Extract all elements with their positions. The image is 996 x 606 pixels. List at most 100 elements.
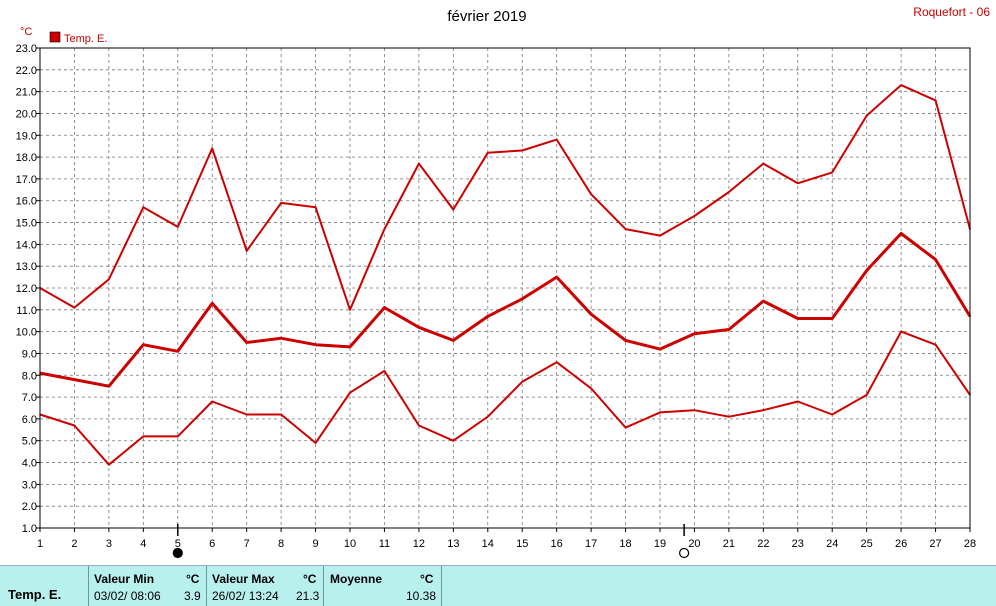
data-point bbox=[693, 215, 696, 217]
data-point bbox=[314, 442, 317, 444]
data-point bbox=[142, 435, 145, 438]
x-tick-label: 23 bbox=[792, 538, 804, 550]
data-point bbox=[693, 409, 696, 411]
series-line bbox=[39, 330, 971, 466]
y-tick-label: 3.0 bbox=[22, 479, 37, 491]
data-point bbox=[349, 346, 351, 348]
data-point bbox=[900, 84, 902, 86]
x-tick-label: 16 bbox=[551, 538, 563, 550]
min-title: Valeur Min bbox=[94, 572, 155, 586]
y-tick-label: 4.0 bbox=[22, 458, 37, 470]
data-point bbox=[486, 315, 489, 318]
x-tick-label: 4 bbox=[140, 538, 146, 550]
y-tick-label: 22.0 bbox=[16, 65, 37, 77]
data-point bbox=[590, 313, 592, 315]
data-point bbox=[486, 151, 489, 154]
data-point bbox=[383, 306, 386, 309]
data-point bbox=[659, 234, 661, 237]
x-tick-label: 26 bbox=[895, 538, 907, 550]
y-tick-label: 5.0 bbox=[22, 436, 37, 448]
data-point bbox=[762, 300, 765, 302]
data-point bbox=[728, 415, 730, 418]
data-point bbox=[73, 378, 76, 381]
series-line bbox=[39, 232, 972, 388]
max-unit: °C bbox=[303, 572, 317, 586]
station-name: Roquefort - 06 bbox=[913, 5, 990, 19]
min-unit: °C bbox=[186, 572, 200, 586]
data-point bbox=[693, 333, 696, 335]
data-point bbox=[521, 149, 524, 152]
data-point bbox=[900, 330, 902, 333]
data-point bbox=[831, 413, 834, 416]
legend-swatch bbox=[49, 31, 61, 43]
y-tick-label: 18.0 bbox=[16, 152, 37, 164]
temperature-chart: février 2019 Roquefort - 06 °C Temp. E. … bbox=[15, 5, 991, 559]
max-title: Valeur Max bbox=[212, 572, 275, 586]
data-point bbox=[418, 326, 420, 329]
data-point bbox=[349, 391, 351, 394]
data-point bbox=[796, 182, 799, 185]
min-value-cell: Valeur Min °C 03/02/ 08:06 3.9 bbox=[90, 566, 206, 606]
x-tick-label: 6 bbox=[209, 538, 215, 550]
y-tick-label: 2.0 bbox=[22, 501, 37, 513]
divider bbox=[206, 566, 207, 606]
data-point bbox=[865, 394, 868, 396]
data-point bbox=[555, 361, 558, 363]
data-point bbox=[280, 413, 282, 416]
data-point bbox=[73, 424, 76, 427]
y-tick-label: 13.0 bbox=[16, 261, 37, 273]
data-point bbox=[728, 191, 730, 193]
data-point bbox=[418, 424, 420, 427]
x-tick-label: 14 bbox=[482, 538, 494, 550]
new-moon-icon bbox=[172, 547, 183, 559]
data-point bbox=[142, 206, 145, 209]
data-point bbox=[659, 348, 661, 350]
data-point bbox=[280, 202, 282, 204]
x-tick-label: 17 bbox=[585, 538, 597, 550]
data-point bbox=[555, 138, 558, 141]
x-tick-label: 28 bbox=[964, 538, 976, 550]
y-tick-label: 6.0 bbox=[22, 414, 37, 426]
y-tick-label: 19.0 bbox=[16, 130, 37, 142]
data-point bbox=[521, 381, 524, 383]
x-tick-label: 18 bbox=[619, 538, 631, 550]
max-date: 26/02/ 13:24 bbox=[212, 589, 279, 603]
data-point bbox=[452, 439, 455, 442]
data-point bbox=[108, 385, 110, 387]
full-moon-icon bbox=[679, 547, 690, 559]
x-tick-label: 5 bbox=[175, 538, 181, 550]
data-point bbox=[831, 171, 834, 174]
avg-title: Moyenne bbox=[330, 572, 383, 586]
y-tick-label: 10.0 bbox=[16, 327, 37, 339]
y-tick-label: 1.0 bbox=[22, 523, 37, 535]
y-tick-label: 15.0 bbox=[16, 218, 37, 230]
y-tick-label: 14.0 bbox=[16, 239, 37, 251]
data-point bbox=[624, 339, 627, 342]
series-line bbox=[39, 84, 971, 311]
data-point bbox=[452, 208, 455, 211]
y-tick-label: 16.0 bbox=[16, 196, 37, 208]
y-tick-label: 11.0 bbox=[16, 305, 37, 317]
divider bbox=[323, 566, 324, 606]
summary-bar: Temp. E. Valeur Min °C 03/02/ 08:06 3.9 … bbox=[0, 565, 996, 606]
data-point bbox=[245, 413, 248, 416]
legend-label: Temp. E. bbox=[64, 33, 107, 45]
min-value: 3.9 bbox=[184, 589, 201, 603]
data-point bbox=[590, 193, 592, 195]
y-tick-label: 17.0 bbox=[16, 174, 37, 186]
data-point bbox=[590, 387, 592, 390]
data-point bbox=[142, 343, 145, 346]
data-point bbox=[831, 317, 834, 320]
x-tick-label: 21 bbox=[723, 538, 735, 550]
data-point bbox=[383, 228, 386, 230]
data-point bbox=[245, 250, 248, 252]
data-point bbox=[211, 302, 214, 305]
data-point bbox=[418, 162, 420, 165]
y-tick-label: 21.0 bbox=[16, 87, 37, 99]
min-date: 03/02/ 08:06 bbox=[94, 589, 161, 603]
y-axis: 1.0 2.0 3.0 4.0 5.0 6.0 7.0 8.0 9.0 10.0 11.0 12.0 1… bbox=[16, 43, 40, 535]
y-tick-label: 7.0 bbox=[22, 392, 37, 404]
x-tick-label: 1 bbox=[37, 538, 43, 550]
data-point bbox=[555, 276, 558, 278]
divider bbox=[88, 566, 89, 606]
